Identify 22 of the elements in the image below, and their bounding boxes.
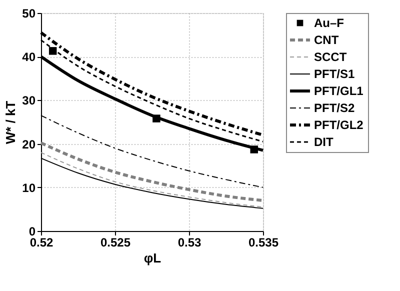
- legend-label: PFT/GL1: [314, 84, 364, 98]
- y-tick-label: 40: [22, 50, 36, 64]
- legend-label: PFT/S2: [314, 101, 355, 115]
- y-tick-label: 10: [22, 180, 36, 195]
- y-axis-title: W* / kT: [3, 100, 18, 144]
- legend-label: PFT/GL2: [314, 118, 364, 132]
- legend-label: PFT/S1: [314, 67, 355, 81]
- legend-label: SCCT: [314, 50, 348, 64]
- x-tick-label: 0.525: [100, 236, 131, 250]
- point: [48, 47, 57, 55]
- y-tick-label: 50: [22, 6, 36, 20]
- y-tick-label: 20: [22, 137, 36, 152]
- legend-label: CNT: [314, 33, 340, 47]
- x-tick-label: 0.52: [30, 236, 54, 250]
- legend-label: DIT: [314, 135, 334, 149]
- line-series: [40, 141, 264, 202]
- y-tick-label: 30: [22, 94, 36, 108]
- x-tick-label: 0.535: [248, 236, 279, 250]
- y-tick-label: 0: [28, 224, 36, 238]
- x-axis-title: φL: [144, 250, 162, 266]
- x-tick-label: 0.53: [178, 236, 202, 250]
- legend-label: Au–F: [314, 16, 344, 30]
